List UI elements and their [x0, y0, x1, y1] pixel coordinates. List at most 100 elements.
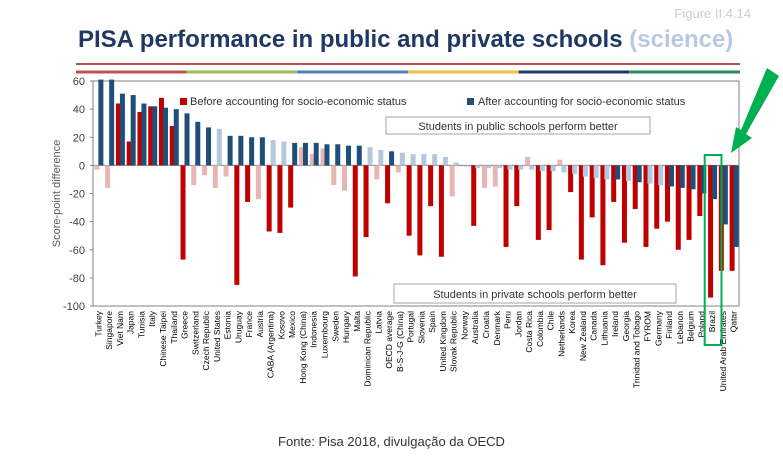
- category-label: United Arab Emirates: [718, 311, 728, 391]
- bar-before: [374, 165, 380, 180]
- bar-after: [162, 107, 168, 166]
- bar-before: [169, 126, 175, 166]
- bar-after: [367, 147, 373, 166]
- category-label: Japan: [126, 311, 136, 334]
- category-label: Latvia: [373, 311, 383, 334]
- bar-after: [604, 165, 610, 180]
- legend-label-after: After accounting for socio-economic stat…: [478, 96, 686, 108]
- bar-before: [535, 165, 541, 240]
- bar-after: [184, 113, 190, 166]
- bar-after: [690, 165, 696, 190]
- bar-after: [378, 149, 384, 166]
- bar-before: [395, 165, 401, 173]
- bar-after: [722, 165, 728, 225]
- bar-after: [421, 154, 427, 166]
- bar-before: [277, 165, 283, 233]
- category-label: Italy: [147, 310, 157, 326]
- category-label: Slovak Republic: [449, 310, 459, 372]
- category-label: Dominican Republic: [363, 310, 373, 386]
- bar-before: [568, 165, 574, 193]
- bar-after: [593, 165, 599, 179]
- bar-before: [621, 165, 627, 243]
- bar-after: [270, 140, 276, 166]
- bar-after: [615, 165, 621, 180]
- y-tick-label: -20: [69, 189, 85, 201]
- bar-before: [363, 165, 369, 238]
- bar-after: [216, 128, 222, 166]
- category-label: Thailand: [169, 311, 179, 344]
- category-label: France: [244, 311, 254, 338]
- bar-after: [173, 109, 179, 166]
- category-label: Uruguay: [233, 310, 243, 343]
- bar-after: [432, 154, 438, 166]
- bar-after: [582, 165, 588, 177]
- bar-after: [442, 156, 448, 166]
- bar-before: [148, 106, 154, 166]
- bar-after: [658, 165, 664, 186]
- private-better-label: Students in private schools perform bett…: [433, 289, 637, 301]
- bar-before: [428, 165, 434, 207]
- bar-after: [227, 135, 233, 166]
- category-label: FYROM: [642, 311, 652, 342]
- category-label: Germany: [653, 310, 663, 346]
- category-label: Lithuania: [599, 311, 609, 346]
- category-label: Hungary: [341, 310, 351, 343]
- public-better-box: [385, 116, 651, 135]
- category-label: Denmark: [492, 310, 502, 345]
- public-better-label: Students in public schools perform bette…: [418, 121, 618, 133]
- bar-after: [195, 121, 201, 166]
- bar-after: [669, 165, 675, 187]
- plot-frame: [92, 80, 740, 307]
- bar-before: [708, 165, 714, 298]
- bar-before: [525, 156, 531, 166]
- bar-before: [546, 165, 552, 231]
- bar-before: [255, 165, 261, 200]
- bar-before: [449, 165, 455, 197]
- category-label: Tunisia: [136, 311, 146, 338]
- bar-before: [557, 159, 563, 166]
- bar-after: [302, 142, 308, 166]
- bar-before: [589, 165, 595, 218]
- category-label: Costa Rica: [524, 311, 534, 353]
- bar-after: [141, 103, 147, 166]
- bar-after: [733, 165, 739, 247]
- category-label: CABA (Argentina): [266, 311, 276, 378]
- bar-after: [238, 135, 244, 166]
- bar-before: [654, 165, 660, 229]
- category-label: Canada: [589, 311, 599, 341]
- highlight-box: [703, 154, 723, 346]
- bar-before: [94, 165, 100, 170]
- category-label: B-S-J-G (China): [395, 311, 405, 372]
- bar-after: [539, 165, 545, 171]
- category-label: Croatia: [481, 311, 491, 339]
- bar-after: [518, 165, 524, 170]
- category-label: Jordan: [513, 311, 523, 337]
- category-label: Austria: [255, 311, 265, 338]
- bar-after: [679, 165, 685, 188]
- category-label: Slovenia: [416, 311, 426, 344]
- category-label: Lebanon: [675, 311, 685, 344]
- category-label: Spain: [427, 311, 437, 333]
- bar-after: [292, 142, 298, 166]
- chart: 60 40 20 0 -20 -40 -60 -80 -100 Score-point diffe…: [51, 63, 779, 391]
- bar-before: [115, 103, 121, 166]
- bar-before: [471, 165, 477, 226]
- bar-before: [643, 165, 649, 247]
- title-highlight: (science): [629, 26, 734, 53]
- bar-after: [485, 165, 491, 169]
- bar-after: [206, 127, 212, 166]
- category-label: Mexico: [287, 311, 297, 338]
- bar-before: [342, 165, 348, 191]
- bar-before: [158, 97, 164, 166]
- category-label: Portugal: [406, 311, 416, 343]
- bar-after: [712, 165, 718, 200]
- highlight-arrow: [731, 68, 779, 153]
- bar-before: [492, 165, 498, 187]
- bar-after: [313, 142, 319, 166]
- category-label: Qatar: [729, 311, 739, 332]
- bar-before: [223, 165, 229, 177]
- bar-before: [578, 165, 584, 260]
- category-label: Trinidad and Tobago: [632, 311, 642, 388]
- bar-after: [109, 79, 115, 166]
- bar-before: [212, 165, 218, 188]
